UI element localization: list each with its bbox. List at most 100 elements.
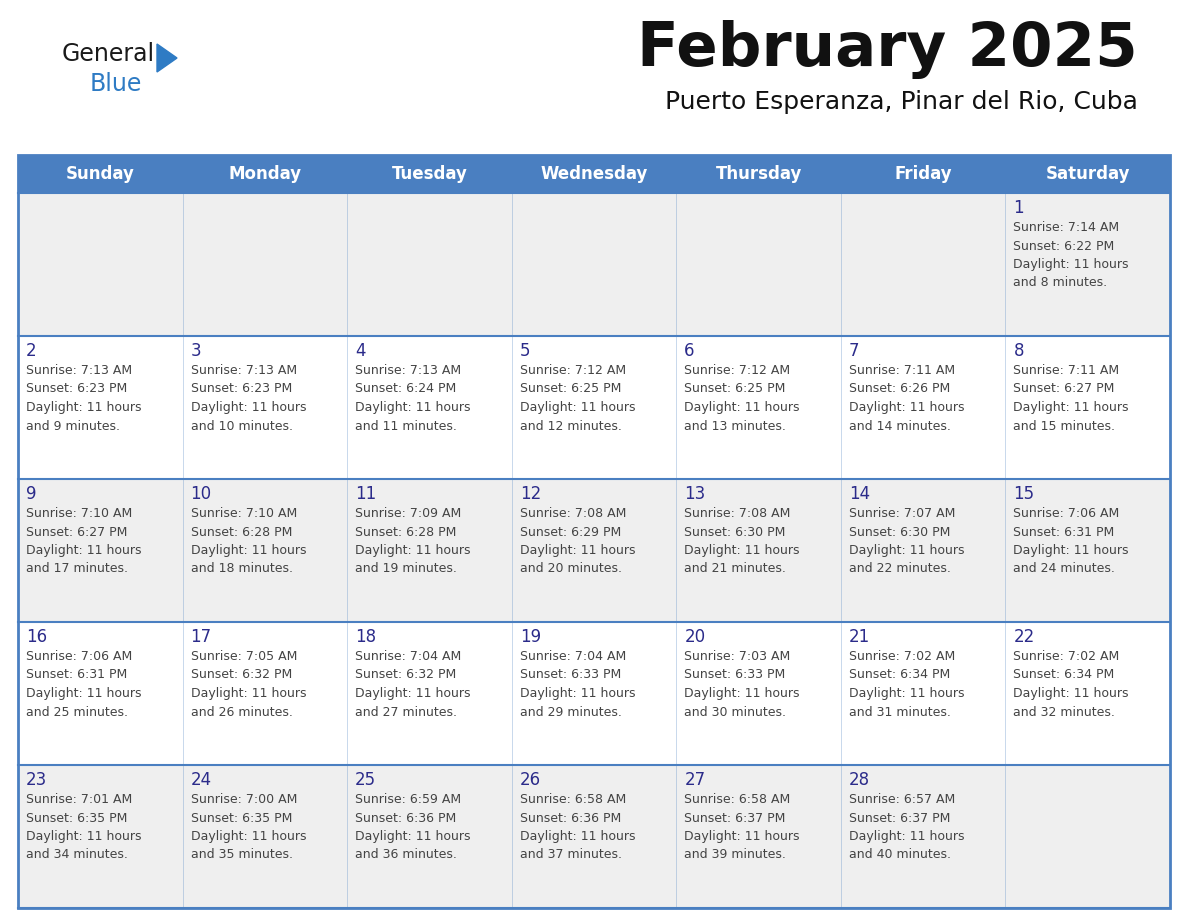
Text: 12: 12 (519, 485, 541, 503)
Text: and 10 minutes.: and 10 minutes. (190, 420, 292, 432)
Text: Sunrise: 6:58 AM: Sunrise: 6:58 AM (519, 793, 626, 806)
Text: 10: 10 (190, 485, 211, 503)
Text: Sunset: 6:28 PM: Sunset: 6:28 PM (190, 525, 292, 539)
Text: Daylight: 11 hours: Daylight: 11 hours (1013, 258, 1129, 271)
Text: 27: 27 (684, 771, 706, 789)
Text: and 18 minutes.: and 18 minutes. (190, 563, 292, 576)
Text: Sunset: 6:36 PM: Sunset: 6:36 PM (519, 812, 621, 824)
Bar (18, 479, 1170, 622)
Text: and 36 minutes.: and 36 minutes. (355, 848, 457, 861)
Text: Wednesday: Wednesday (541, 165, 647, 183)
Text: Daylight: 11 hours: Daylight: 11 hours (355, 401, 470, 414)
Text: Daylight: 11 hours: Daylight: 11 hours (684, 401, 800, 414)
Text: Sunrise: 7:12 AM: Sunrise: 7:12 AM (519, 364, 626, 377)
Bar (18, 765, 1170, 908)
Text: and 26 minutes.: and 26 minutes. (190, 706, 292, 719)
Text: and 9 minutes.: and 9 minutes. (26, 420, 120, 432)
Text: and 19 minutes.: and 19 minutes. (355, 563, 457, 576)
Text: Sunrise: 7:11 AM: Sunrise: 7:11 AM (849, 364, 955, 377)
Text: and 34 minutes.: and 34 minutes. (26, 848, 128, 861)
Text: Sunset: 6:37 PM: Sunset: 6:37 PM (849, 812, 950, 824)
Text: 26: 26 (519, 771, 541, 789)
Text: Daylight: 11 hours: Daylight: 11 hours (190, 401, 307, 414)
Text: and 29 minutes.: and 29 minutes. (519, 706, 621, 719)
Text: and 14 minutes.: and 14 minutes. (849, 420, 950, 432)
Text: 24: 24 (190, 771, 211, 789)
Text: Daylight: 11 hours: Daylight: 11 hours (1013, 687, 1129, 700)
Text: Sunset: 6:33 PM: Sunset: 6:33 PM (684, 668, 785, 681)
Text: and 12 minutes.: and 12 minutes. (519, 420, 621, 432)
Text: Sunset: 6:24 PM: Sunset: 6:24 PM (355, 383, 456, 396)
Text: Sunset: 6:35 PM: Sunset: 6:35 PM (26, 812, 127, 824)
Text: and 24 minutes.: and 24 minutes. (1013, 563, 1116, 576)
Text: and 11 minutes.: and 11 minutes. (355, 420, 457, 432)
Text: Friday: Friday (895, 165, 952, 183)
Bar (18, 155, 1170, 193)
Text: Sunset: 6:31 PM: Sunset: 6:31 PM (26, 668, 127, 681)
Text: and 40 minutes.: and 40 minutes. (849, 848, 950, 861)
Text: Saturday: Saturday (1045, 165, 1130, 183)
Text: Daylight: 11 hours: Daylight: 11 hours (684, 687, 800, 700)
Text: Daylight: 11 hours: Daylight: 11 hours (26, 830, 141, 843)
Text: Sunset: 6:34 PM: Sunset: 6:34 PM (849, 668, 950, 681)
Text: Daylight: 11 hours: Daylight: 11 hours (190, 687, 307, 700)
Text: Sunrise: 7:00 AM: Sunrise: 7:00 AM (190, 793, 297, 806)
Text: and 35 minutes.: and 35 minutes. (190, 848, 292, 861)
Text: and 22 minutes.: and 22 minutes. (849, 563, 950, 576)
Text: Sunrise: 6:57 AM: Sunrise: 6:57 AM (849, 793, 955, 806)
Text: Blue: Blue (90, 72, 143, 96)
Text: Sunset: 6:27 PM: Sunset: 6:27 PM (1013, 383, 1114, 396)
Text: Sunrise: 7:06 AM: Sunrise: 7:06 AM (26, 650, 132, 663)
Text: and 30 minutes.: and 30 minutes. (684, 706, 786, 719)
Text: Daylight: 11 hours: Daylight: 11 hours (1013, 544, 1129, 557)
Text: 4: 4 (355, 342, 366, 360)
Text: Thursday: Thursday (715, 165, 802, 183)
Text: Sunset: 6:30 PM: Sunset: 6:30 PM (684, 525, 785, 539)
Text: Daylight: 11 hours: Daylight: 11 hours (355, 544, 470, 557)
Text: Monday: Monday (228, 165, 302, 183)
Text: Daylight: 11 hours: Daylight: 11 hours (26, 544, 141, 557)
Text: and 31 minutes.: and 31 minutes. (849, 706, 950, 719)
Bar (18, 193, 1170, 336)
Text: Daylight: 11 hours: Daylight: 11 hours (684, 544, 800, 557)
Text: Sunrise: 7:05 AM: Sunrise: 7:05 AM (190, 650, 297, 663)
Text: Sunset: 6:36 PM: Sunset: 6:36 PM (355, 812, 456, 824)
Text: Daylight: 11 hours: Daylight: 11 hours (190, 544, 307, 557)
Text: Daylight: 11 hours: Daylight: 11 hours (190, 830, 307, 843)
Text: Tuesday: Tuesday (392, 165, 467, 183)
Text: Sunrise: 7:04 AM: Sunrise: 7:04 AM (519, 650, 626, 663)
Text: 21: 21 (849, 628, 870, 646)
Text: Sunrise: 7:02 AM: Sunrise: 7:02 AM (1013, 650, 1119, 663)
Text: 3: 3 (190, 342, 201, 360)
Text: Sunrise: 7:01 AM: Sunrise: 7:01 AM (26, 793, 132, 806)
Text: and 21 minutes.: and 21 minutes. (684, 563, 786, 576)
Text: and 17 minutes.: and 17 minutes. (26, 563, 128, 576)
Text: Daylight: 11 hours: Daylight: 11 hours (355, 830, 470, 843)
Text: 16: 16 (26, 628, 48, 646)
Text: Sunrise: 7:03 AM: Sunrise: 7:03 AM (684, 650, 790, 663)
Text: 13: 13 (684, 485, 706, 503)
Text: 18: 18 (355, 628, 377, 646)
Text: Sunset: 6:28 PM: Sunset: 6:28 PM (355, 525, 456, 539)
Bar (18, 336, 1170, 479)
Text: Sunrise: 7:09 AM: Sunrise: 7:09 AM (355, 507, 461, 520)
Text: and 25 minutes.: and 25 minutes. (26, 706, 128, 719)
Bar (18, 622, 1170, 765)
Text: Sunset: 6:29 PM: Sunset: 6:29 PM (519, 525, 621, 539)
Text: 1: 1 (1013, 199, 1024, 217)
Text: 25: 25 (355, 771, 377, 789)
Text: Daylight: 11 hours: Daylight: 11 hours (519, 830, 636, 843)
Text: Daylight: 11 hours: Daylight: 11 hours (1013, 401, 1129, 414)
Text: 20: 20 (684, 628, 706, 646)
Text: Sunday: Sunday (65, 165, 134, 183)
Text: Sunset: 6:34 PM: Sunset: 6:34 PM (1013, 668, 1114, 681)
Text: and 32 minutes.: and 32 minutes. (1013, 706, 1116, 719)
Text: Sunrise: 7:02 AM: Sunrise: 7:02 AM (849, 650, 955, 663)
Polygon shape (157, 44, 177, 72)
Text: 15: 15 (1013, 485, 1035, 503)
Text: and 27 minutes.: and 27 minutes. (355, 706, 457, 719)
Text: Sunset: 6:30 PM: Sunset: 6:30 PM (849, 525, 950, 539)
Text: and 39 minutes.: and 39 minutes. (684, 848, 786, 861)
Text: Sunrise: 6:58 AM: Sunrise: 6:58 AM (684, 793, 790, 806)
Text: 2: 2 (26, 342, 37, 360)
